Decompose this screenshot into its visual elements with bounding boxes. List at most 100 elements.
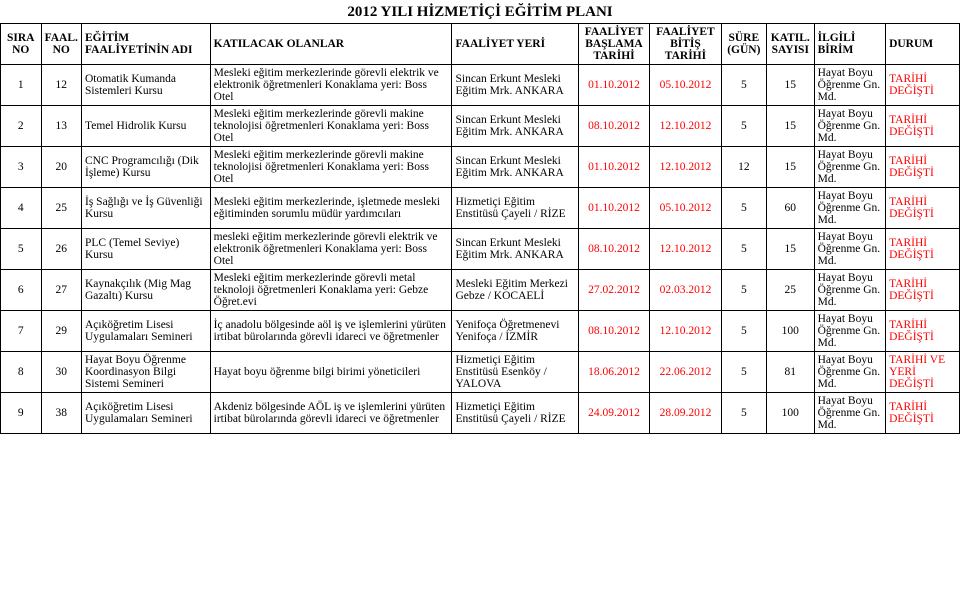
cell-basl: 08.10.2012 [578, 229, 649, 270]
cell-sira: 1 [1, 65, 42, 106]
cell-katil: 100 [766, 311, 814, 352]
cell-birim: Hayat Boyu Öğrenme Gn. Md. [814, 311, 885, 352]
cell-olan: İç anadolu bölgesinde aöl iş ve işlemler… [210, 311, 452, 352]
cell-sira: 6 [1, 270, 42, 311]
cell-katil: 15 [766, 65, 814, 106]
cell-sure: 5 [721, 65, 766, 106]
table-row: 5 26PLC (Temel Seviye) Kursumesleki eğiti… [1, 229, 960, 270]
cell-basl: 08.10.2012 [578, 311, 649, 352]
cell-yeri: Yenifoça Öğretmenevi Yenifoça / İZMİR [452, 311, 578, 352]
cell-adi: İş Sağlığı ve İş Güvenliği Kursu [82, 188, 211, 229]
cell-olan: Mesleki eğitim merkezlerinde görevli mak… [210, 147, 452, 188]
cell-sure: 5 [721, 311, 766, 352]
cell-durum: TARİHİ DEĞİŞTİ [886, 393, 960, 434]
cell-katil: 60 [766, 188, 814, 229]
col-basl: FAALİYET BAŞLAMA TARİHİ [578, 24, 649, 65]
cell-yeri: Sincan Erkunt Mesleki Eğitim Mrk. ANKARA [452, 65, 578, 106]
cell-basl: 01.10.2012 [578, 188, 649, 229]
col-yeri: FAALİYET YERİ [452, 24, 578, 65]
cell-basl: 01.10.2012 [578, 147, 649, 188]
cell-basl: 18.06.2012 [578, 352, 649, 393]
cell-faal: 27 [41, 270, 82, 311]
cell-faal: 38 [41, 393, 82, 434]
col-katil: KATIL. SAYISI [766, 24, 814, 65]
cell-olan: mesleki eğitim merkezlerinde görevli ele… [210, 229, 452, 270]
cell-sira: 9 [1, 393, 42, 434]
cell-sira: 3 [1, 147, 42, 188]
cell-adi: PLC (Temel Seviye) Kursu [82, 229, 211, 270]
cell-bitis: 05.10.2012 [650, 188, 721, 229]
cell-durum: TARİHİ DEĞİŞTİ [886, 65, 960, 106]
cell-birim: Hayat Boyu Öğrenme Gn. Md. [814, 229, 885, 270]
cell-katil: 15 [766, 147, 814, 188]
cell-sira: 4 [1, 188, 42, 229]
cell-adi: Otomatik Kumanda Sistemleri Kursu [82, 65, 211, 106]
cell-sure: 12 [721, 147, 766, 188]
cell-katil: 25 [766, 270, 814, 311]
cell-sira: 7 [1, 311, 42, 352]
cell-durum: TARİHİ DEĞİŞTİ [886, 147, 960, 188]
cell-olan: Mesleki eğitim merkezlerinde, işletmede … [210, 188, 452, 229]
cell-yeri: Hizmetiçi Eğitim Enstitüsü Esenköy / YAL… [452, 352, 578, 393]
cell-birim: Hayat Boyu Öğrenme Gn. Md. [814, 188, 885, 229]
cell-sure: 5 [721, 106, 766, 147]
cell-birim: Hayat Boyu Öğrenme Gn. Md. [814, 393, 885, 434]
cell-durum: TARİHİ DEĞİŞTİ [886, 311, 960, 352]
cell-bitis: 12.10.2012 [650, 106, 721, 147]
table-row: 627Kaynakçılık (Mig Mag Gazaltı) Kursu Me… [1, 270, 960, 311]
cell-birim: Hayat Boyu Öğrenme Gn. Md. [814, 352, 885, 393]
cell-adi: Açıköğretim Lisesi Uygulamaları Semineri [82, 393, 211, 434]
table-row: 938Açıköğretim Lisesi Uygulamaları Semin… [1, 393, 960, 434]
cell-durum: TARİHİ DEĞİŞTİ [886, 270, 960, 311]
cell-sure: 5 [721, 229, 766, 270]
cell-yeri: Sincan Erkunt Mesleki Eğitim Mrk. ANKARA [452, 147, 578, 188]
cell-faal: 29 [41, 311, 82, 352]
cell-durum: TARİHİ DEĞİŞTİ [886, 229, 960, 270]
table-body: 112Otomatik Kumanda Sistemleri KursuMesl… [1, 65, 960, 434]
cell-bitis: 12.10.2012 [650, 147, 721, 188]
cell-basl: 08.10.2012 [578, 106, 649, 147]
cell-adi: Temel Hidrolik Kursu [82, 106, 211, 147]
cell-faal: 13 [41, 106, 82, 147]
cell-adi: Kaynakçılık (Mig Mag Gazaltı) Kursu [82, 270, 211, 311]
cell-sure: 5 [721, 352, 766, 393]
table-row: 112Otomatik Kumanda Sistemleri KursuMesl… [1, 65, 960, 106]
table-header-row: SIRA NO FAAL. NO EĞİTİM FAALİYETİNİN ADI… [1, 24, 960, 65]
cell-bitis: 12.10.2012 [650, 229, 721, 270]
cell-olan: Akdeniz bölgesinde AÖL iş ve işlemlerini… [210, 393, 452, 434]
table-row: 830Hayat Boyu Öğrenme Koordinasyon Bilgi… [1, 352, 960, 393]
table-row: 320CNC Programcılığı (Dik İşleme) KursuM… [1, 147, 960, 188]
cell-adi: Hayat Boyu Öğrenme Koordinasyon Bilgi Si… [82, 352, 211, 393]
col-birim: İLGİLİ BİRİM [814, 24, 885, 65]
cell-katil: 15 [766, 106, 814, 147]
cell-basl: 27.02.2012 [578, 270, 649, 311]
cell-katil: 15 [766, 229, 814, 270]
cell-faal: 26 [41, 229, 82, 270]
cell-bitis: 02.03.2012 [650, 270, 721, 311]
col-sure: SÜRE (GÜN) [721, 24, 766, 65]
cell-yeri: Hizmetiçi Eğitim Enstitüsü Çayeli / RİZE [452, 188, 578, 229]
cell-yeri: Hizmetiçi Eğitim Enstitüsü Çayeli / RİZE [452, 393, 578, 434]
page-title: 2012 YILI HİZMETİÇİ EĞİTİM PLANI [0, 0, 960, 23]
cell-sira: 2 [1, 106, 42, 147]
cell-basl: 24.09.2012 [578, 393, 649, 434]
cell-bitis: 12.10.2012 [650, 311, 721, 352]
cell-birim: Hayat Boyu Öğrenme Gn. Md. [814, 147, 885, 188]
cell-olan: Mesleki eğitim merkezlerinde görevli ele… [210, 65, 452, 106]
cell-faal: 20 [41, 147, 82, 188]
cell-sure: 5 [721, 270, 766, 311]
cell-yeri: Mesleki Eğitim Merkezi Gebze / KOCAELİ [452, 270, 578, 311]
cell-faal: 12 [41, 65, 82, 106]
table-row: 425İş Sağlığı ve İş Güvenliği KursuMesle… [1, 188, 960, 229]
col-olan: KATILACAK OLANLAR [210, 24, 452, 65]
cell-sure: 5 [721, 393, 766, 434]
col-bitis: FAALİYET BİTİŞ TARİHİ [650, 24, 721, 65]
plan-table: SIRA NO FAAL. NO EĞİTİM FAALİYETİNİN ADI… [0, 23, 960, 434]
cell-olan: Mesleki eğitim merkezlerinde görevli mak… [210, 106, 452, 147]
cell-birim: Hayat Boyu Öğrenme Gn. Md. [814, 270, 885, 311]
cell-basl: 01.10.2012 [578, 65, 649, 106]
cell-bitis: 05.10.2012 [650, 65, 721, 106]
cell-adi: Açıköğretim Lisesi Uygulamaları Semineri [82, 311, 211, 352]
cell-birim: Hayat Boyu Öğrenme Gn. Md. [814, 106, 885, 147]
cell-yeri: Sincan Erkunt Mesleki Eğitim Mrk. ANKARA [452, 229, 578, 270]
